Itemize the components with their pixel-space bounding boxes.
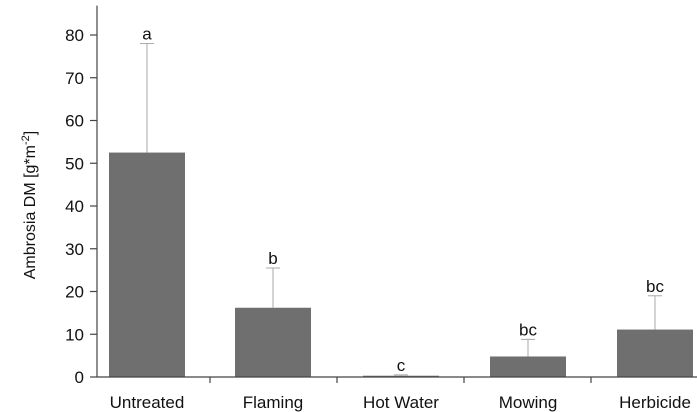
y-axis-label-superscript: -2 bbox=[20, 135, 32, 145]
significance-label-hot-water: c bbox=[397, 356, 406, 375]
x-tick-label-mowing: Mowing bbox=[499, 393, 558, 412]
y-tick-label-0: 0 bbox=[75, 368, 84, 387]
bar-herbicide bbox=[617, 329, 693, 377]
y-tick-label-10: 10 bbox=[65, 325, 84, 344]
bar-mowing bbox=[490, 356, 566, 377]
y-tick-label-50: 50 bbox=[65, 154, 84, 173]
y-axis-label-end: ] bbox=[22, 131, 39, 135]
error-bars-layer bbox=[140, 43, 662, 376]
significance-label-untreated: a bbox=[142, 25, 152, 44]
significance-label-flaming: b bbox=[268, 249, 277, 268]
y-axis-label: Ambrosia DM [g*m-2] bbox=[20, 131, 39, 279]
y-axis-label-main: Ambrosia DM [g*m bbox=[22, 145, 39, 279]
bars-layer bbox=[109, 152, 693, 377]
y-tick-label-60: 60 bbox=[65, 112, 84, 131]
axes-layer bbox=[90, 5, 697, 383]
significance-label-herbicide: bc bbox=[646, 277, 664, 296]
y-tick-label-70: 70 bbox=[65, 69, 84, 88]
labels-layer: Untreated a Flaming b Hot Water c Mowing bc Herb… bbox=[65, 25, 691, 412]
significance-label-mowing: bc bbox=[519, 320, 537, 339]
bar-hot-water bbox=[363, 375, 439, 377]
x-tick-label-hot-water: Hot Water bbox=[363, 393, 439, 412]
y-tick-label-40: 40 bbox=[65, 197, 84, 216]
y-tick-label-80: 80 bbox=[65, 26, 84, 45]
bar-flaming bbox=[235, 307, 311, 377]
y-tick-label-30: 30 bbox=[65, 240, 84, 259]
bar-untreated bbox=[109, 152, 185, 377]
x-tick-label-flaming: Flaming bbox=[243, 393, 303, 412]
x-tick-label-herbicide: Herbicide bbox=[619, 393, 691, 412]
x-tick-label-untreated: Untreated bbox=[110, 393, 185, 412]
y-tick-label-20: 20 bbox=[65, 283, 84, 302]
